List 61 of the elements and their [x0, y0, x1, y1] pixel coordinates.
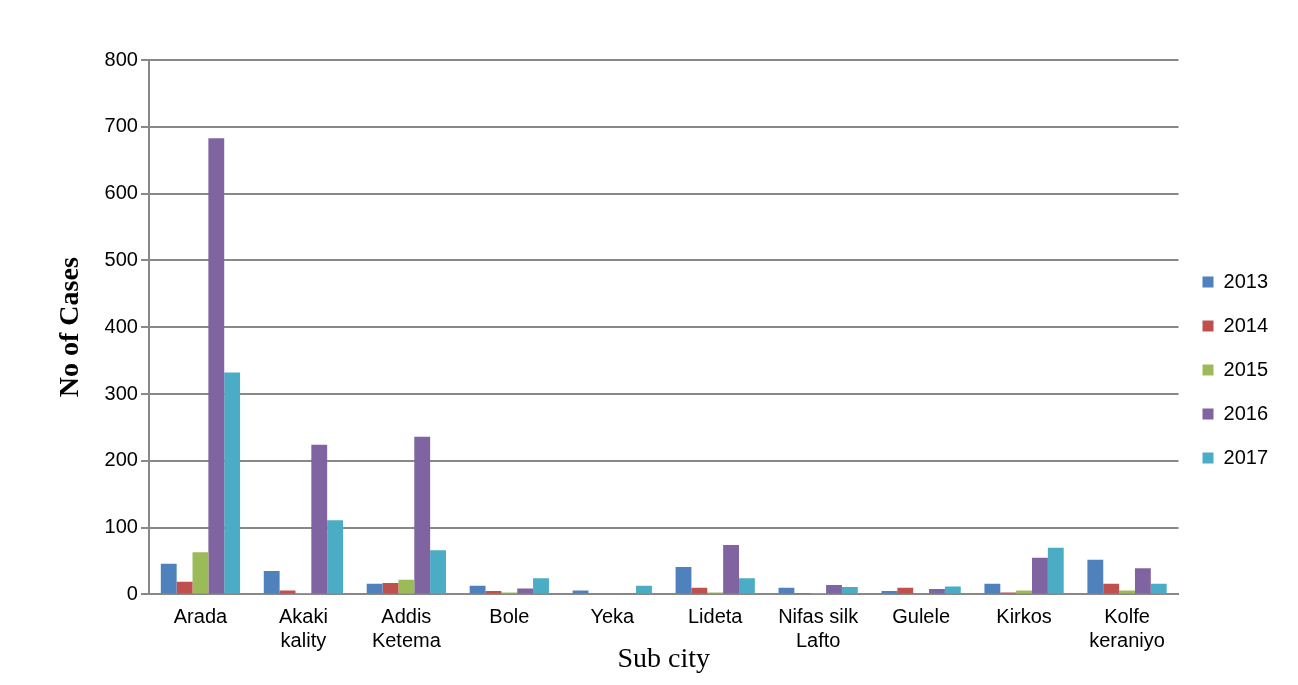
bar	[826, 585, 842, 594]
x-tick-label: Akaki kality	[278, 604, 328, 651]
bar	[279, 590, 296, 594]
bar	[263, 571, 280, 594]
y-tick-label: 700	[104, 114, 138, 137]
bar	[1119, 590, 1135, 594]
legend-label: 2014	[1223, 313, 1269, 336]
y-tick-label: 200	[104, 448, 138, 471]
bar	[311, 444, 328, 594]
bar	[1047, 547, 1064, 594]
x-tick-label: Gulele	[892, 604, 951, 627]
x-tick-label: Yeka	[590, 604, 636, 627]
bar	[160, 563, 177, 594]
y-tick-label: 800	[104, 47, 138, 70]
bar	[1103, 583, 1120, 594]
bar	[723, 544, 739, 594]
x-axis-title: Sub city	[617, 641, 711, 673]
legend-label: 2016	[1223, 401, 1269, 424]
bar	[430, 550, 446, 594]
bar	[1134, 568, 1151, 594]
bar	[675, 567, 692, 594]
bar	[192, 552, 209, 594]
bar	[636, 585, 652, 594]
bar	[944, 586, 961, 594]
y-tick-label: 100	[104, 515, 138, 538]
x-tick-label: Kolfe keraniyo	[1089, 604, 1165, 651]
bar	[366, 583, 383, 594]
bar	[533, 578, 549, 594]
bar	[382, 583, 399, 594]
y-tick-label: 500	[104, 247, 138, 270]
x-tick-label: Kirkos	[996, 604, 1052, 627]
bar	[517, 588, 534, 594]
bar	[208, 138, 225, 594]
bar	[469, 585, 486, 594]
y-axis-title: No of Cases	[53, 257, 85, 398]
x-tick-label: Lideta	[687, 604, 744, 627]
bar	[1032, 557, 1048, 594]
bar	[739, 578, 755, 594]
bar	[929, 589, 945, 594]
x-tick-label: Nifas silk Lafto	[778, 604, 860, 651]
bar	[327, 520, 344, 594]
legend-label: 2013	[1223, 269, 1269, 292]
bar	[1016, 590, 1032, 594]
bar	[984, 583, 1001, 594]
y-tick-label: 400	[104, 314, 138, 337]
bar	[1150, 583, 1167, 594]
y-tick-label: 0	[126, 581, 138, 604]
bar	[224, 372, 241, 594]
bar	[572, 590, 589, 594]
y-tick-label: 300	[104, 381, 138, 404]
bar	[841, 587, 858, 594]
x-tick-label: Arada	[173, 604, 228, 627]
x-tick-label: Addis Ketema	[371, 604, 442, 651]
bar	[414, 436, 431, 594]
bar	[398, 579, 415, 594]
legend-label: 2015	[1223, 357, 1269, 380]
bar	[1087, 559, 1104, 594]
bar	[176, 581, 193, 594]
y-tick-label: 600	[104, 181, 138, 204]
x-tick-label: Bole	[489, 604, 530, 627]
legend-label: 2017	[1223, 445, 1269, 468]
